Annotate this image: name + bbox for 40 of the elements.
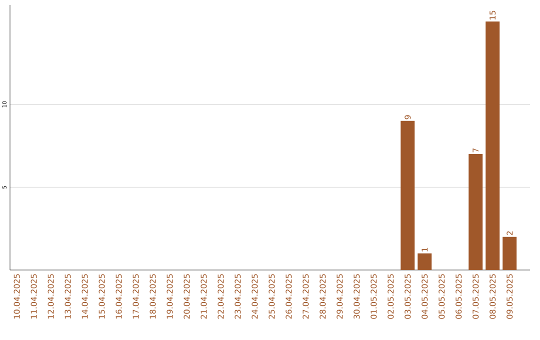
data-label: 9 <box>404 115 411 120</box>
x-tick-label: 28.04.2025 <box>320 274 326 319</box>
x-tick-label: 27.04.2025 <box>302 274 309 319</box>
x-tick-label: 21.04.2025 <box>200 274 207 319</box>
bar <box>502 236 517 270</box>
x-tick-label: 08.05.2025 <box>490 274 496 319</box>
x-tick-label: 26.04.2025 <box>286 274 292 319</box>
x-tick-label: 13.04.2025 <box>64 274 71 318</box>
x-tick-label: 01.05.2025 <box>370 274 377 319</box>
data-label: 1 <box>422 248 428 252</box>
x-tick-label: 14.04.2025 <box>82 274 88 318</box>
x-tick-label: 18.04.2025 <box>150 274 156 318</box>
x-tick-label: 04.05.2025 <box>422 274 428 319</box>
x-tick-label: 15.04.2025 <box>98 274 105 318</box>
x-tick-label: 05.05.2025 <box>438 274 445 319</box>
x-tick-label: 07.05.2025 <box>472 274 479 319</box>
x-tick-label: 06.05.2025 <box>456 274 462 319</box>
x-tick-label: 12.04.2025 <box>48 274 54 318</box>
x-tick-label: 23.04.2025 <box>234 274 241 319</box>
bar <box>468 154 483 270</box>
bar <box>418 253 432 270</box>
bar <box>400 120 415 270</box>
data-label: 2 <box>506 231 513 236</box>
data-label: 15 <box>490 10 496 20</box>
x-tick-label: 25.04.2025 <box>268 274 275 319</box>
x-tick-label: 10.04.2025 <box>14 274 20 318</box>
x-tick-label: 29.04.2025 <box>336 274 343 319</box>
x-tick-label: 02.05.2025 <box>388 274 394 319</box>
x-tick-label: 19.04.2025 <box>166 274 173 318</box>
x-tick-label: 03.05.2025 <box>404 274 411 319</box>
data-label: 7 <box>472 148 479 152</box>
x-tick-label: 24.04.2025 <box>252 274 258 319</box>
x-tick-label: 22.04.2025 <box>218 274 224 319</box>
x-tick-label: 09.05.2025 <box>506 274 513 319</box>
x-tick-label: 20.04.2025 <box>184 274 190 319</box>
x-tick-label: 30.04.2025 <box>354 274 360 319</box>
x-tick-label: 16.04.2025 <box>116 274 122 318</box>
x-tick-label: 11.04.2025 <box>30 274 37 318</box>
bar <box>486 22 500 270</box>
x-tick-label: 17.04.2025 <box>132 274 139 318</box>
